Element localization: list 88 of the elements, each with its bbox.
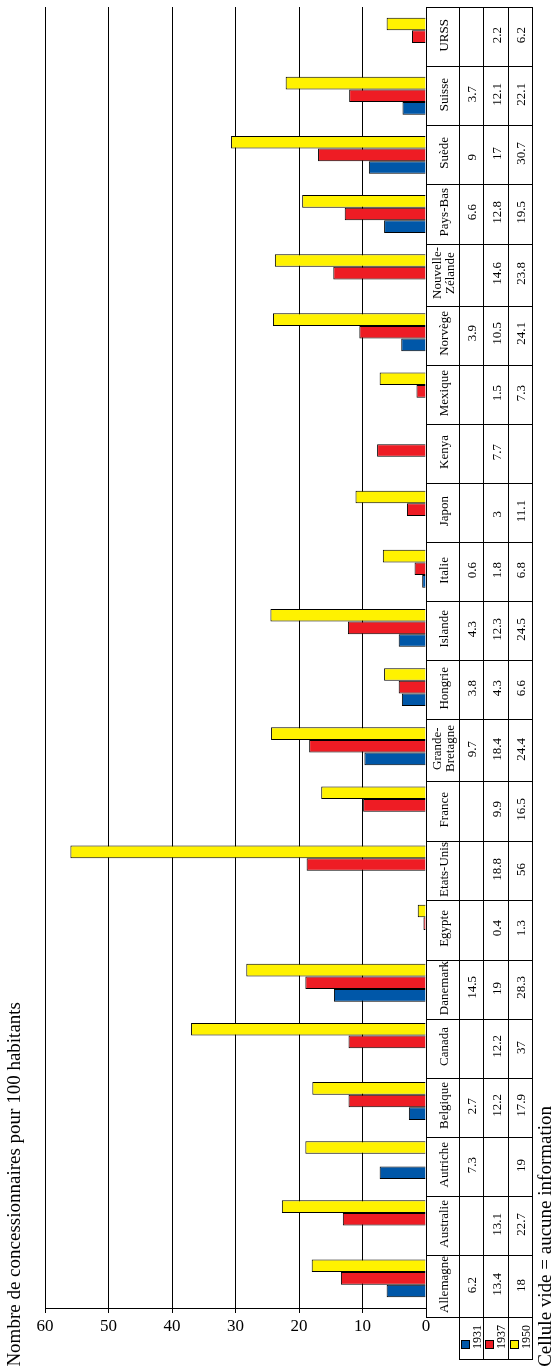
data-label: 18.4 [488,737,504,761]
data-label: 3.8 [464,680,479,697]
data-label: 12.2 [488,1035,504,1059]
y-tick-label: Allemagne [435,1256,451,1314]
data-label: 24.5 [513,617,528,641]
y-tick-label: Mexique [435,369,451,416]
y-tick-label: Hongrie [435,667,451,710]
data-label: 11.1 [513,499,528,523]
data-label: 22.1 [513,82,528,106]
data-label: 6.2 [464,1276,479,1293]
data-label: 3.9 [464,325,479,342]
y-tick-label: France [435,791,451,828]
data-label: 2.7 [464,1097,479,1114]
y-tick-label: Danemark [435,960,451,1015]
legend-label: 1950 [518,1324,533,1349]
data-label: 7.7 [488,443,504,460]
data-label: 6.6 [513,680,528,697]
data-label: 23.8 [513,261,528,285]
data-label: 22.7 [513,1212,528,1236]
legend-label: 1937 [494,1324,508,1349]
data-label: 19.5 [513,201,528,224]
y-tick-label: Autriche [435,1142,451,1188]
y-tick-label: Norvège [435,311,451,356]
text: Nombre de concessionnaires pour 100 habitants [3,1002,25,1367]
x-tick-label: 50 [100,1315,117,1335]
x-tick-label: 20 [290,1315,308,1335]
data-label: 17.9 [513,1094,528,1118]
y-tick-label: URSS [435,18,451,52]
data-label: 12.2 [488,1094,504,1118]
y-tick-label: Canada [435,1027,451,1067]
data-label: 12.1 [488,82,504,106]
data-label: 12.8 [488,201,504,224]
y-tick-label: Suisse [435,77,451,111]
text: Cellule vide = aucune information [534,1106,556,1367]
x-tick-label: 0 [421,1315,431,1335]
data-label: 6.8 [513,561,528,579]
data-label: 3.7 [464,86,479,103]
data-label: 19 [513,1158,528,1172]
data-label: 6.6 [464,204,479,221]
data-label: 56 [513,862,528,876]
data-label: 13.4 [488,1273,504,1297]
x-tick-label: 30 [227,1315,244,1335]
data-label: 1.5 [488,384,504,401]
data-label: 19 [488,981,504,995]
data-label: 14.6 [488,261,504,285]
data-label: 24.4 [513,737,528,761]
data-label: 4.3 [464,621,479,638]
data-label: 9 [464,153,479,161]
data-label: 10.5 [488,322,504,345]
data-label: 28.3 [513,976,528,999]
x-tick-label: 60 [36,1315,54,1335]
data-label: 7.3 [464,1156,479,1174]
data-label: 4.3 [488,680,504,697]
y-tick-label: Belgique [435,1082,451,1130]
y-tick-label: Kenya [435,434,451,469]
data-label: 9.7 [464,740,479,757]
y-tick-label: Italie [435,556,451,584]
data-label: 37 [513,1040,528,1054]
x-tick-label: 40 [163,1315,181,1335]
data-label: 1.8 [488,561,504,579]
data-label: 1.3 [513,920,528,937]
x-tick-label: 10 [354,1315,371,1335]
y-tick-label: Japon [435,495,451,527]
data-label: 18.8 [488,857,504,881]
data-label: 9.9 [488,801,504,818]
data-label: 12.3 [488,617,504,641]
y-tick-label: Australie [435,1200,451,1248]
data-label: 16.5 [513,798,528,821]
y-tick-label: Pays-Bas [435,188,451,237]
data-label: 7.3 [513,384,528,401]
data-label: 18 [513,1278,528,1292]
data-label: 30.7 [513,141,528,165]
data-label: 13.1 [488,1212,504,1236]
y-tick-label: Grande-Bretagne [429,724,457,775]
y-tick-label: Suède [435,137,451,170]
data-label: 2.2 [488,26,504,44]
y-tick-label: Nouvelle-Zélande [429,246,457,301]
data-label: 0.4 [488,920,504,937]
data-label: 24.1 [513,322,528,345]
legend-label: 1931 [469,1324,484,1349]
y-tick-label: Egypte [435,910,451,947]
data-label: 17 [488,147,504,161]
data-label: 14.5 [464,976,479,999]
y-tick-label: Islande [435,610,451,648]
data-label: 3 [488,511,504,518]
y-tick-label: Etats-Unis [435,841,451,897]
data-label: 0.6 [464,561,479,579]
data-label: 6.2 [513,26,528,44]
